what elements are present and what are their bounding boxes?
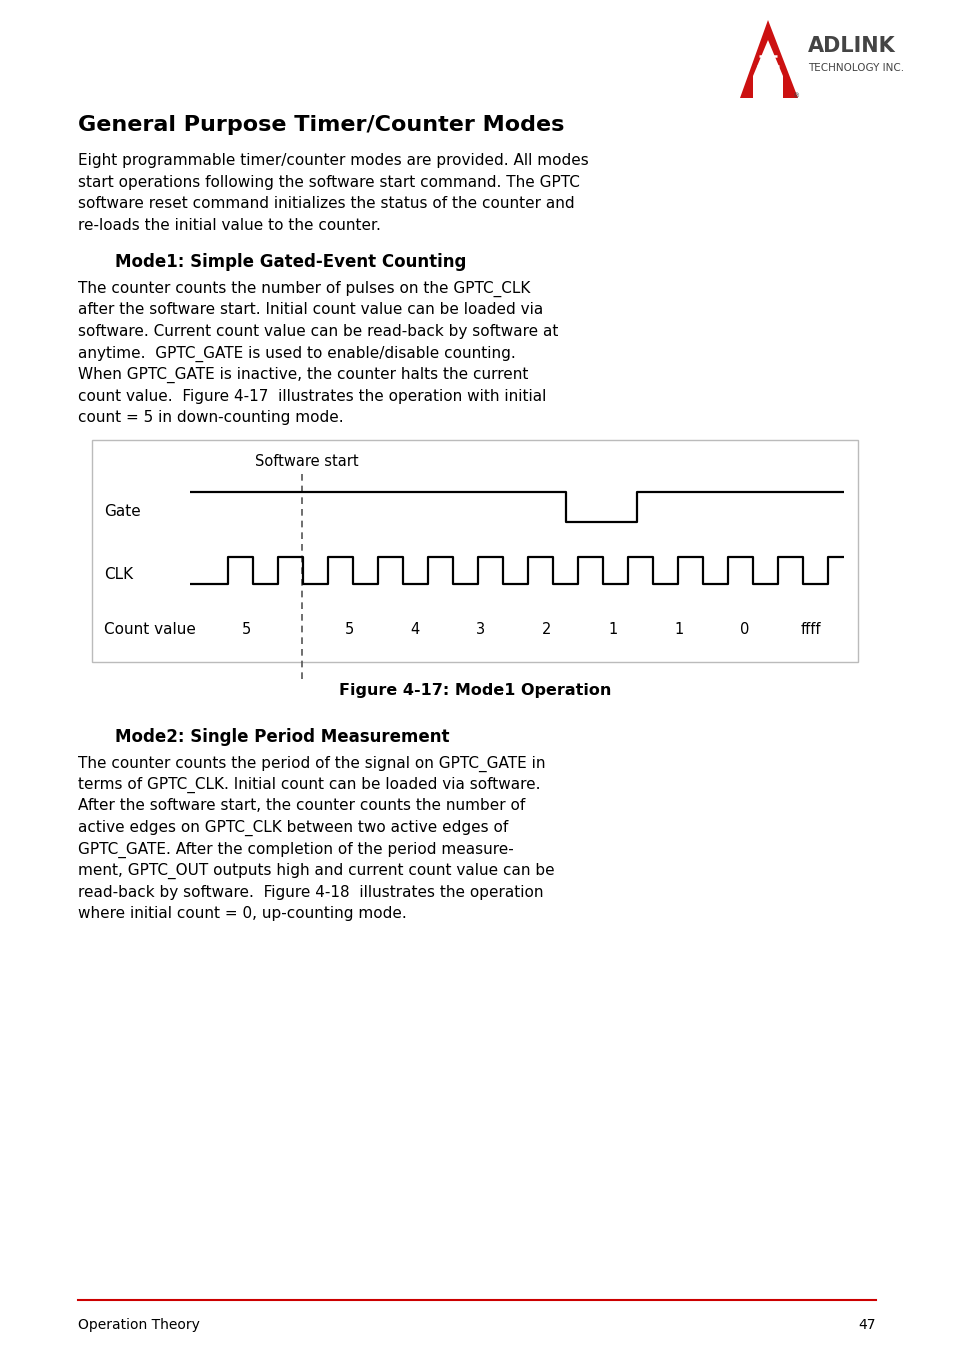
Text: Mode1: Simple Gated-Event Counting: Mode1: Simple Gated-Event Counting — [115, 253, 466, 270]
Text: 2: 2 — [541, 622, 551, 637]
Text: terms of GPTC_CLK. Initial count can be loaded via software.: terms of GPTC_CLK. Initial count can be … — [78, 777, 540, 794]
Bar — [91, 439, 857, 661]
Text: ADLINK: ADLINK — [807, 37, 895, 55]
Text: read-back by software.  Figure 4-18  illustrates the operation: read-back by software. Figure 4-18 illus… — [78, 884, 543, 899]
Text: General Purpose Timer/Counter Modes: General Purpose Timer/Counter Modes — [78, 115, 564, 135]
Text: Gate: Gate — [104, 504, 141, 519]
Text: where initial count = 0, up-counting mode.: where initial count = 0, up-counting mod… — [78, 906, 406, 921]
Text: count = 5 in down-counting mode.: count = 5 in down-counting mode. — [78, 410, 343, 425]
Text: 5: 5 — [344, 622, 354, 637]
Text: Mode2: Single Period Measurement: Mode2: Single Period Measurement — [115, 727, 449, 745]
Text: CLK: CLK — [104, 566, 133, 581]
Text: start operations following the software start command. The GPTC: start operations following the software … — [78, 174, 579, 189]
Text: re-loads the initial value to the counter.: re-loads the initial value to the counte… — [78, 218, 380, 233]
Text: Operation Theory: Operation Theory — [78, 1318, 200, 1332]
Text: After the software start, the counter counts the number of: After the software start, the counter co… — [78, 799, 525, 814]
Polygon shape — [740, 20, 797, 97]
Text: count value.  Figure 4-17  illustrates the operation with initial: count value. Figure 4-17 illustrates the… — [78, 388, 546, 403]
Text: software. Current count value can be read-back by software at: software. Current count value can be rea… — [78, 324, 558, 339]
Text: ment, GPTC_OUT outputs high and current count value can be: ment, GPTC_OUT outputs high and current … — [78, 863, 554, 879]
Text: The counter counts the period of the signal on GPTC_GATE in: The counter counts the period of the sig… — [78, 756, 545, 772]
Text: Eight programmable timer/counter modes are provided. All modes: Eight programmable timer/counter modes a… — [78, 153, 588, 168]
Text: 4: 4 — [410, 622, 419, 637]
Text: Software start: Software start — [254, 453, 358, 469]
Text: 3: 3 — [476, 622, 485, 637]
Text: 1: 1 — [608, 622, 617, 637]
Text: The counter counts the number of pulses on the GPTC_CLK: The counter counts the number of pulses … — [78, 281, 530, 297]
Text: after the software start. Initial count value can be loaded via: after the software start. Initial count … — [78, 303, 542, 318]
Text: software reset command initializes the status of the counter and: software reset command initializes the s… — [78, 196, 574, 211]
Text: anytime.  GPTC_GATE is used to enable/disable counting.: anytime. GPTC_GATE is used to enable/dis… — [78, 346, 516, 362]
Text: 0: 0 — [740, 622, 749, 637]
Text: 5: 5 — [241, 622, 251, 637]
Text: Count value: Count value — [104, 622, 195, 637]
Text: ®: ® — [793, 93, 800, 99]
Text: ffff: ffff — [800, 622, 821, 637]
Text: 47: 47 — [858, 1318, 875, 1332]
Text: TECHNOLOGY INC.: TECHNOLOGY INC. — [807, 64, 903, 73]
Text: active edges on GPTC_CLK between two active edges of: active edges on GPTC_CLK between two act… — [78, 821, 508, 836]
Text: 1: 1 — [674, 622, 683, 637]
Text: GPTC_GATE. After the completion of the period measure-: GPTC_GATE. After the completion of the p… — [78, 841, 514, 857]
Text: Figure 4-17: Mode1 Operation: Figure 4-17: Mode1 Operation — [338, 684, 611, 699]
Text: When GPTC_GATE is inactive, the counter halts the current: When GPTC_GATE is inactive, the counter … — [78, 366, 528, 383]
